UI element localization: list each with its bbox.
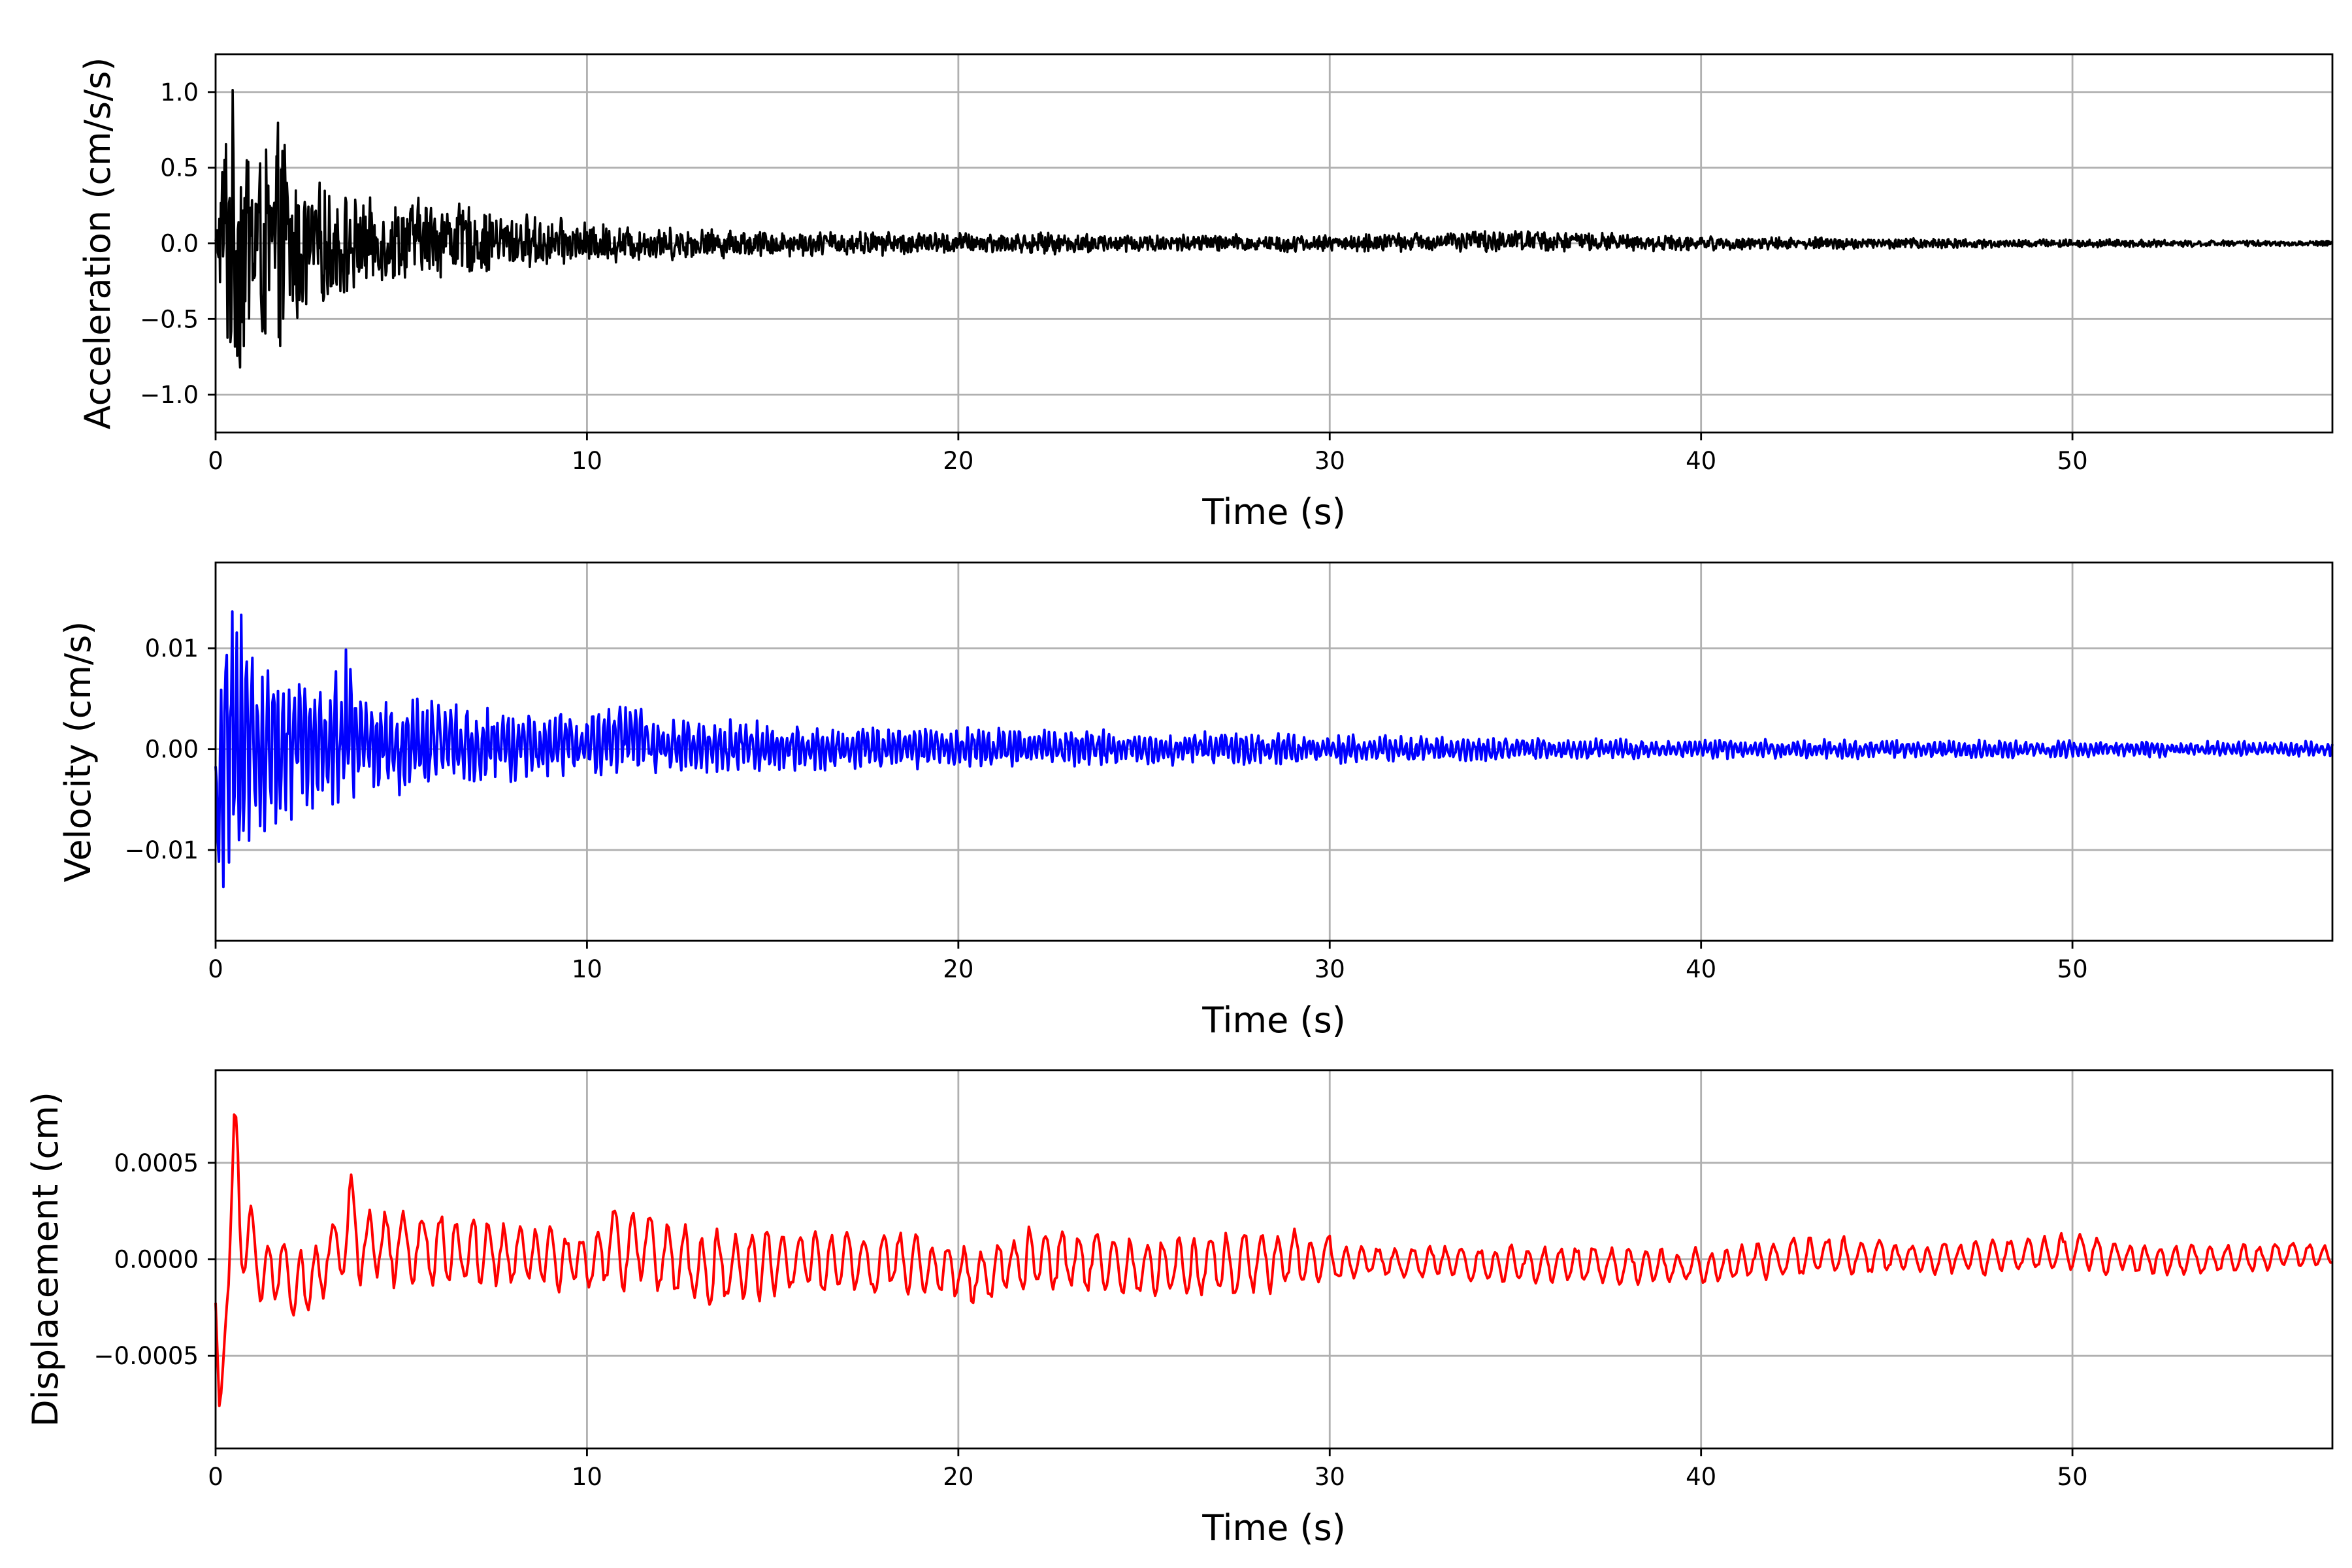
- acceleration-line: [214, 89, 2334, 369]
- acceleration-x-axis-label: Time (s): [1201, 491, 1346, 532]
- acceleration-y-axis-label: Acceleration (cm/s/s): [77, 57, 118, 430]
- velocity-y-axis-label: Velocity (cm/s): [57, 621, 99, 883]
- velocity-line: [214, 610, 2334, 889]
- acceleration-x-tick-label: 0: [208, 447, 223, 475]
- acceleration-ticks: 0 10 20 30 40 50 1.0 0.5 0.0 −0.5 −1.0: [140, 78, 2088, 475]
- velocity-x-tick-label: 20: [943, 955, 973, 983]
- displacement-line: [214, 1113, 2333, 1407]
- velocity-y-tick-label: −0.01: [125, 836, 199, 864]
- acceleration-y-tick-label: −0.5: [140, 305, 199, 333]
- displacement-y-tick-label: −0.0005: [94, 1342, 199, 1370]
- velocity-y-tick-label: 0.00: [145, 736, 199, 764]
- displacement-series: [214, 1113, 2333, 1407]
- displacement-x-axis-label: Time (s): [1201, 1507, 1346, 1548]
- velocity-series: [214, 610, 2334, 889]
- acceleration-x-tick-label: 40: [1686, 447, 1716, 475]
- acceleration-x-tick-label: 20: [943, 447, 973, 475]
- velocity-x-tick-label: 50: [2057, 955, 2088, 983]
- velocity-panel: 0 10 20 30 40 50 0.01 0.00 −0.01 Time (s) Veloci…: [57, 561, 2334, 1041]
- displacement-x-tick-label: 30: [1315, 1463, 1345, 1491]
- acceleration-x-tick-label: 30: [1315, 447, 1345, 475]
- acceleration-y-tick-label: 0.5: [160, 154, 199, 182]
- acceleration-y-tick-label: −1.0: [140, 381, 199, 409]
- velocity-x-tick-label: 40: [1686, 955, 1716, 983]
- velocity-x-tick-label: 10: [572, 955, 602, 983]
- velocity-x-tick-label: 30: [1315, 955, 1345, 983]
- displacement-y-tick-label: 0.0005: [114, 1149, 199, 1177]
- displacement-x-tick-label: 0: [208, 1463, 223, 1491]
- acceleration-panel: 0 10 20 30 40 50 1.0 0.5 0.0 −0.5 −1.0 Time (s) Ac…: [77, 53, 2334, 532]
- displacement-x-tick-label: 20: [943, 1463, 973, 1491]
- acceleration-y-tick-label: 0.0: [160, 230, 199, 258]
- displacement-ticks: 0 10 20 30 40 50 0.0005 0.0000 −0.0005: [94, 1149, 2088, 1491]
- velocity-x-axis-label: Time (s): [1201, 1000, 1346, 1041]
- acceleration-series: [214, 89, 2334, 369]
- acceleration-x-tick-label: 10: [572, 447, 602, 475]
- acceleration-y-tick-label: 1.0: [160, 78, 199, 106]
- displacement-x-tick-label: 40: [1686, 1463, 1716, 1491]
- velocity-y-tick-label: 0.01: [145, 634, 199, 662]
- velocity-frame: [214, 561, 2334, 942]
- displacement-x-tick-label: 50: [2057, 1463, 2088, 1491]
- velocity-x-tick-label: 0: [208, 955, 223, 983]
- acceleration-x-tick-label: 50: [2057, 447, 2088, 475]
- displacement-y-axis-label: Displacement (cm): [25, 1092, 66, 1427]
- velocity-ticks: 0 10 20 30 40 50 0.01 0.00 −0.01: [125, 634, 2088, 983]
- displacement-x-tick-label: 10: [572, 1463, 602, 1491]
- displacement-y-tick-label: 0.0000: [114, 1246, 199, 1274]
